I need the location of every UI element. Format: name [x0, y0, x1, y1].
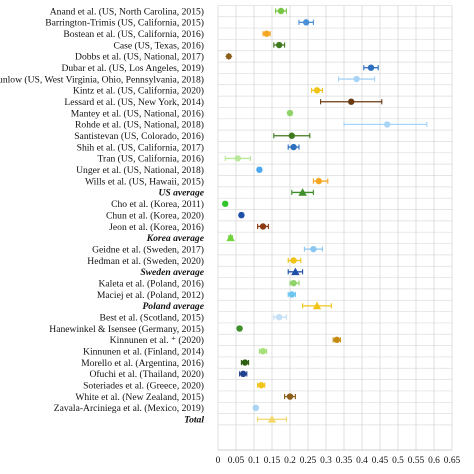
study-label: Mantey et al. (US, National, 2016)	[71, 108, 204, 119]
study-label: Santistevan (US, Colorado, 2016)	[74, 131, 204, 142]
x-tick-label: 0.15	[264, 456, 281, 466]
study-label: Kinnunen et al. (Finland, 2014)	[83, 347, 204, 358]
x-tick-label: 0.65	[444, 456, 461, 466]
x-tick-label: 0.25	[300, 456, 317, 466]
point-estimate-marker	[241, 359, 249, 366]
study-label: White et al. (New Zealand, 2015)	[75, 392, 204, 403]
study-label: Dobbs et al. (US, National, 2017)	[75, 52, 204, 63]
x-tick-label: 0.45	[372, 456, 389, 466]
point-estimate-marker	[236, 325, 243, 332]
gridlines	[217, 5, 453, 450]
point-estimate-marker	[288, 132, 295, 139]
pooled-estimate-marker	[226, 233, 235, 242]
study-label: Kinnunen et al. ⁺ (2020)	[110, 335, 204, 346]
subtotal-label: Total	[184, 415, 204, 426]
x-tick-label: 0.35	[336, 456, 353, 466]
point-estimate-marker	[276, 313, 283, 321]
study-label: Tran (US, California, 2016)	[97, 154, 204, 165]
point-estimate-marker	[256, 166, 263, 173]
x-tick-label: 0.5	[392, 456, 404, 466]
x-tick-label: 0.1	[248, 456, 260, 466]
point-estimate-marker	[303, 19, 310, 26]
point-estimate-marker	[238, 211, 245, 219]
pooled-estimate-marker	[291, 267, 300, 276]
x-tick-label: 0.55	[408, 456, 425, 466]
study-label: Hanewinkel & Isensee (Germany, 2015)	[49, 324, 204, 335]
subtotal-label: US average	[158, 188, 204, 199]
study-label: Ofuchi et al. (Thailand, 2020)	[89, 369, 204, 380]
study-label: Zavala-Arciniega et al. (Mexico, 2019)	[54, 403, 204, 414]
point-estimate-marker	[240, 370, 247, 378]
study-label: Cho et al. (Korea, 2011)	[111, 199, 204, 210]
point-estimate-marker	[290, 279, 297, 287]
point-estimate-marker	[222, 200, 229, 207]
study-label: Rohde et al. (US, National, 2018)	[75, 120, 204, 131]
point-estimate-marker	[286, 109, 294, 117]
point-estimate-marker	[286, 393, 294, 400]
point-estimate-marker	[353, 75, 360, 83]
x-tick-label: 0.2	[284, 456, 296, 466]
study-label: Bostean et al. (US, California, 2016)	[63, 29, 204, 40]
study-label: Hedman et al. (Sweden, 2020)	[87, 256, 204, 267]
pooled-estimate-marker	[298, 188, 307, 196]
study-label: Dunlow (US, West Virginia, Ohio, Pennsyl…	[0, 74, 204, 85]
study-label: Shih et al. (US, California, 2017)	[77, 142, 204, 153]
x-tick-label: 0.6	[428, 456, 440, 466]
row-labels: Anand et al. (US, North Carolina, 2015)B…	[0, 6, 205, 425]
point-estimate-marker	[263, 30, 270, 37]
point-estimate-marker	[310, 245, 317, 253]
study-label: Case (US, Texas, 2016)	[113, 40, 204, 51]
point-estimate-marker	[367, 64, 375, 71]
study-label: Unger et al. (US, National, 2018)	[76, 165, 204, 176]
point-estimate-marker	[348, 98, 355, 105]
study-label: Kintz et al. (US, California, 2020)	[73, 86, 204, 97]
study-label: Maciej et al. (Poland, 2012)	[97, 290, 204, 301]
estimate-marks	[222, 7, 428, 423]
study-label: Geidne et al. (Sweden, 2017)	[92, 244, 204, 255]
point-estimate-marker	[290, 143, 297, 151]
point-estimate-marker	[259, 348, 267, 355]
study-label: Soteriades et al. (Greece, 2020)	[83, 381, 204, 392]
study-label: Barrington-Trimis (US, California, 2015)	[45, 18, 204, 29]
pooled-estimate-marker	[312, 301, 322, 310]
study-label: Kaleta et al. (Poland, 2016)	[99, 278, 205, 289]
x-tick-label: 0.05	[228, 456, 245, 466]
point-estimate-marker	[333, 336, 340, 344]
subtotal-label: Poland average	[142, 301, 204, 312]
subtotal-label: Korea average	[146, 233, 205, 244]
point-estimate-marker	[313, 87, 321, 94]
x-tick-label: 0.4	[356, 456, 368, 466]
point-estimate-marker	[290, 257, 297, 264]
x-tick-label: 0	[216, 456, 221, 466]
point-estimate-marker	[384, 121, 391, 128]
point-estimate-marker	[225, 52, 233, 60]
pooled-estimate-marker	[267, 415, 277, 423]
point-estimate-marker	[252, 404, 259, 412]
point-estimate-marker	[259, 223, 267, 230]
point-estimate-marker	[234, 155, 241, 162]
point-estimate-marker	[258, 382, 265, 389]
point-estimate-marker	[276, 41, 283, 49]
subtotal-label: Sweden average	[140, 267, 204, 278]
x-tick-label: 0.3	[320, 456, 332, 466]
study-label: Dubar et al. (US, Los Angeles, 2019)	[61, 63, 204, 74]
study-label: Chun et al. (Korea, 2020)	[106, 210, 204, 221]
study-label: Wills et al. (US, Hawaii, 2015)	[85, 176, 204, 187]
x-axis: 0 0.05 0.1 0.15 0.2 0.25 0.3 0.35 0.4 0.45 0.5 0.55…	[216, 449, 461, 466]
study-label: Jeon et al. (Korea, 2016)	[109, 222, 204, 233]
study-label: Morello et al. (Argentina, 2016)	[81, 358, 204, 369]
point-estimate-marker	[288, 291, 295, 298]
study-label: Lessard et al. (US, New York, 2014)	[64, 97, 204, 108]
study-label: Anand et al. (US, North Carolina, 2015)	[50, 6, 204, 17]
point-estimate-marker	[277, 7, 285, 15]
point-estimate-marker	[315, 177, 322, 185]
study-label: Best et al. (Scotland, 2015)	[100, 312, 204, 323]
